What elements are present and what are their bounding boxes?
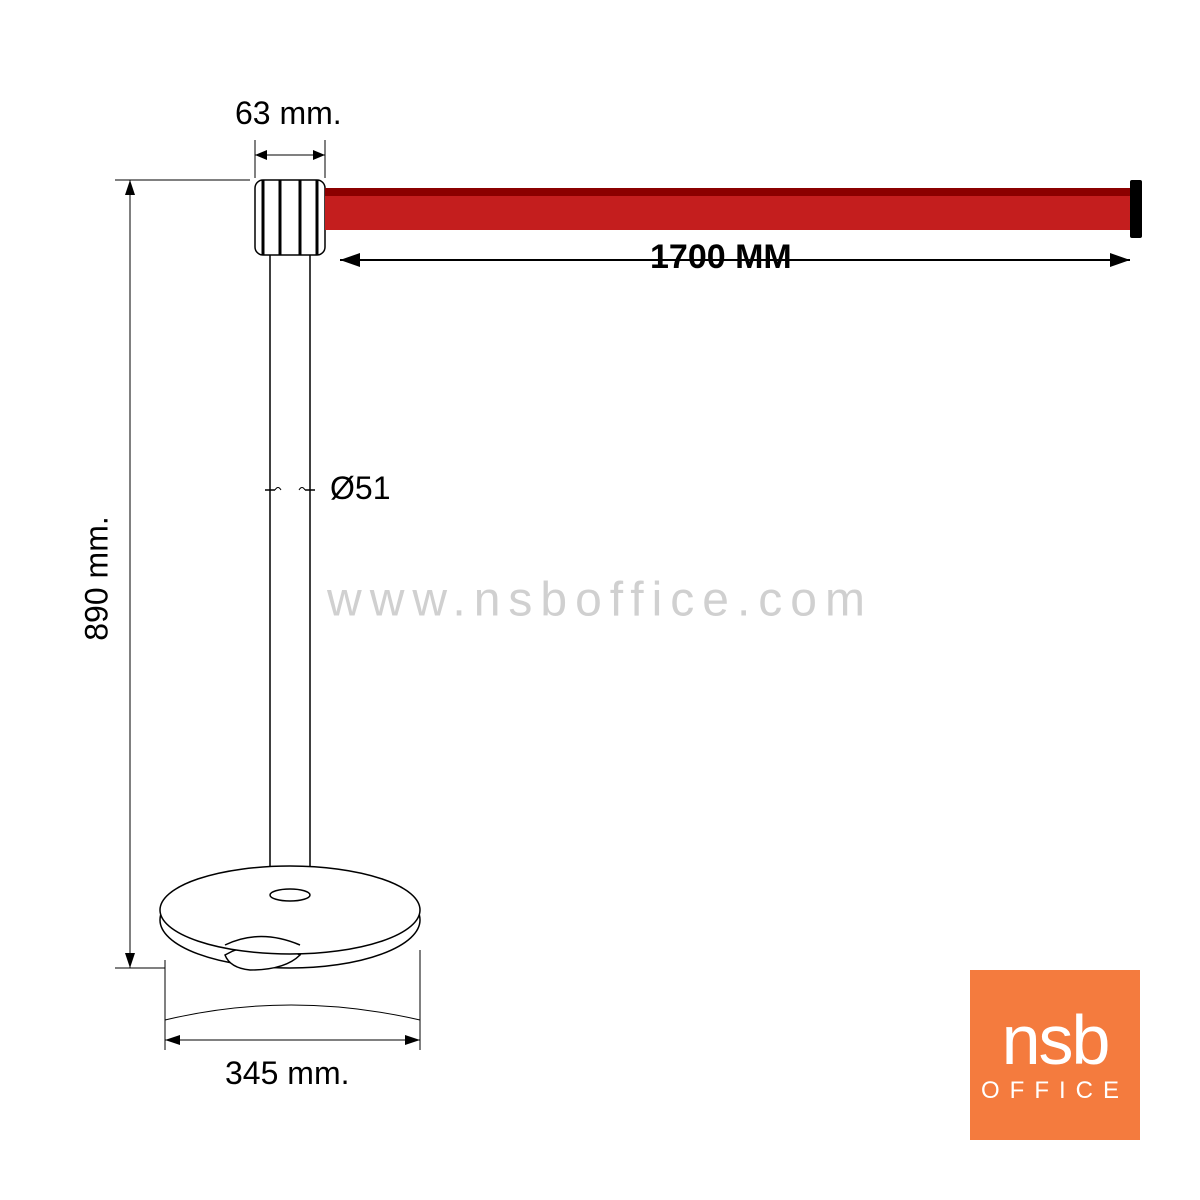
brand-logo: nsb OFFICE	[970, 970, 1140, 1140]
dim-height: 890 mm.	[79, 516, 116, 640]
diagram-container: www.nsboffice.com	[0, 0, 1200, 1200]
dim-pole-diameter: Ø51	[330, 470, 390, 507]
dim-belt-length: 1700 MM	[650, 238, 792, 277]
dim-base-diameter: 345 mm.	[225, 1055, 349, 1092]
logo-sub-text: OFFICE	[981, 1077, 1129, 1105]
dim-head-width: 63 mm.	[235, 95, 342, 132]
logo-main-text: nsb	[1002, 1005, 1109, 1075]
